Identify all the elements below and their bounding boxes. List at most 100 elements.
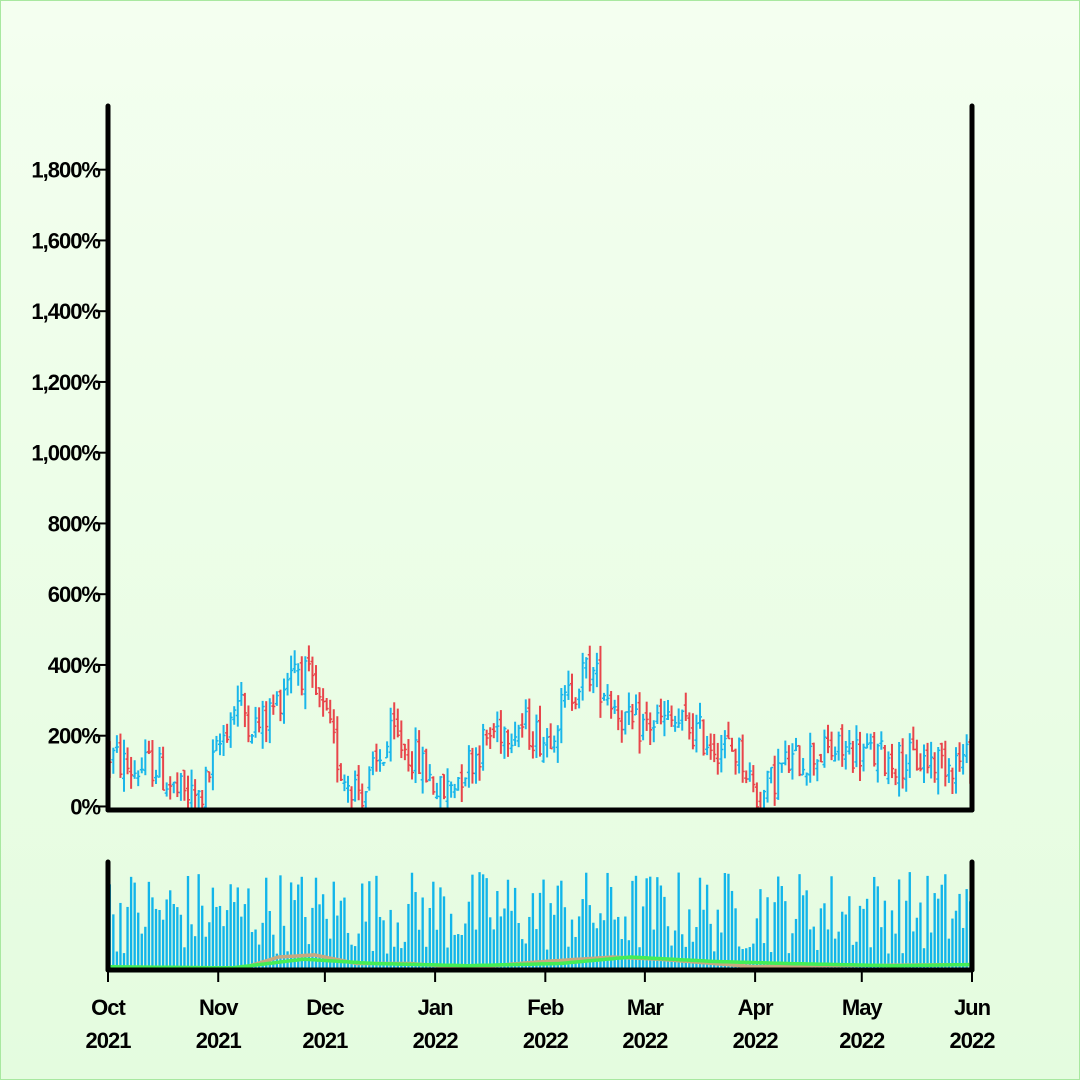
ohlc-bar bbox=[673, 715, 678, 732]
volume-bar bbox=[819, 908, 823, 970]
ohlc-bar bbox=[939, 742, 944, 769]
volume-bar bbox=[673, 930, 677, 970]
volume-bar bbox=[652, 929, 655, 970]
volume-bar bbox=[549, 903, 552, 970]
volume-bar bbox=[254, 929, 257, 970]
volume-bar bbox=[538, 892, 542, 970]
ohlc-bar bbox=[242, 692, 247, 728]
volume-bar bbox=[762, 943, 766, 970]
ohlc-bar bbox=[356, 765, 361, 801]
volume-bar bbox=[951, 918, 954, 970]
volume-bar bbox=[585, 872, 588, 970]
volume-bar bbox=[769, 952, 773, 970]
x-tick-label-year: 2022 bbox=[733, 1028, 779, 1053]
volume-bar bbox=[119, 902, 122, 970]
volume-bar bbox=[176, 907, 179, 970]
ohlc-bar bbox=[530, 731, 535, 759]
ohlc-bar bbox=[619, 710, 624, 743]
ohlc-bar bbox=[431, 776, 436, 795]
ohlc-bar bbox=[452, 783, 457, 799]
volume-bar bbox=[855, 941, 858, 970]
volume-bar bbox=[663, 896, 666, 970]
ohlc-bar bbox=[498, 710, 503, 754]
ohlc-bar bbox=[715, 742, 720, 775]
ohlc-bar bbox=[648, 712, 653, 746]
volume-bar bbox=[560, 880, 563, 970]
volume-bar bbox=[432, 881, 435, 970]
ohlc-bar bbox=[609, 690, 614, 719]
ohlc-bar bbox=[758, 791, 763, 811]
volume-bar bbox=[293, 900, 296, 970]
x-axis: Oct 2021 Nov 2021 Dec 2021 Jan 2022 Feb 2022 Mar 20… bbox=[86, 970, 996, 1053]
ohlc-bar bbox=[783, 740, 788, 766]
ohlc-bar bbox=[331, 709, 336, 744]
volume-bar bbox=[336, 915, 339, 970]
ohlc-bar bbox=[410, 751, 414, 780]
ohlc-bar bbox=[868, 733, 873, 750]
ohlc-bar bbox=[306, 645, 311, 672]
ohlc-bar bbox=[221, 725, 226, 756]
ohlc-bar bbox=[900, 738, 905, 789]
ohlc-bar bbox=[367, 766, 372, 791]
volume-bar bbox=[933, 893, 936, 970]
volume-bar bbox=[894, 933, 897, 970]
y-tick-label: 1,000% bbox=[31, 441, 100, 466]
ohlc-bar bbox=[154, 769, 158, 785]
x-tick-label-year: 2022 bbox=[523, 1028, 569, 1053]
y-tick-label: 200% bbox=[48, 724, 101, 749]
volume-bar bbox=[965, 889, 968, 970]
volume-bar bbox=[421, 897, 424, 970]
ohlc-bar bbox=[178, 772, 183, 801]
x-tick-label-month: Dec bbox=[306, 995, 344, 1020]
x-tick-label-month: Oct bbox=[91, 995, 126, 1020]
ohlc-bar bbox=[506, 729, 510, 757]
volume-overlays bbox=[108, 953, 972, 970]
ohlc-bar bbox=[328, 699, 333, 724]
volume-bar bbox=[240, 916, 243, 970]
ohlc-bar bbox=[730, 737, 734, 752]
ohlc-bar bbox=[335, 716, 340, 783]
volume-bar bbox=[869, 947, 872, 970]
ohlc-bar bbox=[637, 692, 642, 754]
volume-bar bbox=[339, 900, 343, 970]
volume-bar bbox=[876, 886, 879, 970]
ohlc-bar bbox=[559, 688, 564, 744]
volume-bar bbox=[645, 878, 648, 970]
ohlc-bar bbox=[957, 742, 962, 772]
ohlc-bar bbox=[769, 766, 774, 784]
ohlc-bar bbox=[946, 758, 951, 783]
volume-bar bbox=[353, 946, 357, 970]
volume-bar bbox=[730, 890, 734, 970]
x-tick-label-month: Jun bbox=[954, 995, 991, 1020]
ohlc-bar bbox=[424, 748, 429, 783]
ohlc-bar bbox=[925, 742, 930, 774]
volume-bar bbox=[805, 890, 808, 970]
volume-bar bbox=[257, 944, 261, 970]
ohlc-bar bbox=[420, 746, 425, 794]
ohlc-bar bbox=[602, 692, 606, 701]
ohlc-bar bbox=[680, 709, 685, 731]
volume-bar bbox=[901, 953, 904, 970]
ohlc-bar bbox=[584, 657, 589, 679]
volume-bar bbox=[442, 896, 446, 970]
volume-bar bbox=[510, 910, 513, 970]
ohlc-bar bbox=[136, 770, 141, 787]
volume-bar bbox=[929, 932, 933, 970]
ohlc-bar bbox=[210, 739, 215, 791]
volume-bar bbox=[791, 933, 794, 970]
ohlc-bar bbox=[477, 745, 482, 781]
ohlc-bar bbox=[858, 731, 862, 782]
ohlc-bar bbox=[527, 698, 532, 750]
volume-bar bbox=[179, 914, 183, 970]
volume-bar bbox=[553, 914, 556, 970]
volume-bar bbox=[780, 886, 783, 970]
ohlc-bar bbox=[395, 708, 400, 738]
volume-bar bbox=[709, 923, 712, 970]
volume-bar bbox=[577, 916, 581, 970]
ohlc-bar bbox=[634, 694, 638, 716]
ohlc-bar bbox=[612, 699, 617, 714]
volume-bar bbox=[631, 880, 634, 970]
ohlc-bar bbox=[495, 711, 500, 743]
volume-bar bbox=[439, 887, 442, 970]
ohlc-bar bbox=[641, 713, 646, 741]
